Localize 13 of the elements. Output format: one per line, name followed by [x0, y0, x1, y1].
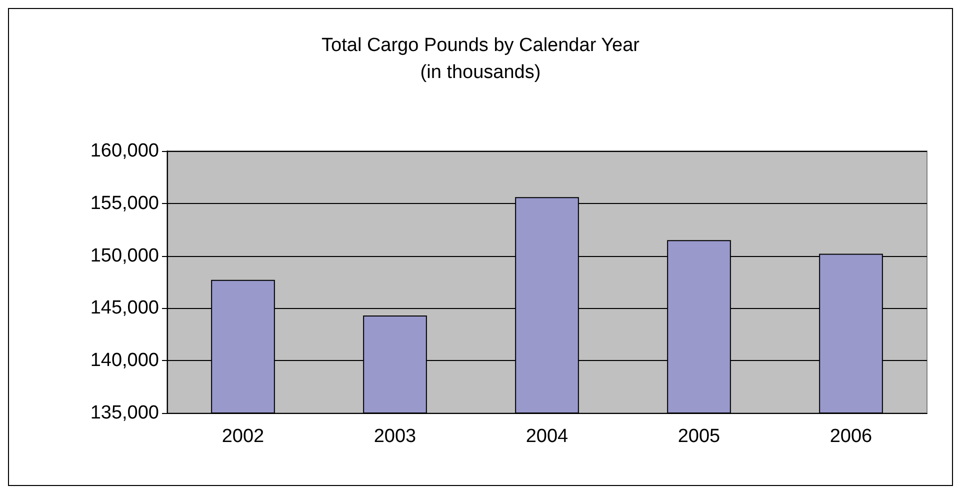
x-tick-label: 2003	[374, 426, 416, 447]
chart-title: Total Cargo Pounds by Calendar Year	[322, 35, 640, 56]
x-tick-label: 2002	[222, 426, 264, 447]
y-tick-label: 160,000	[90, 140, 159, 162]
x-tick-label: 2004	[526, 426, 569, 447]
y-tick-label: 150,000	[90, 245, 159, 266]
y-tick-label: 140,000	[90, 350, 159, 372]
chart-subtitle: (in thousands)	[420, 62, 541, 83]
x-tick-label: 2006	[830, 426, 872, 447]
y-tick-label: 135,000	[90, 402, 159, 424]
x-tick-label: 2005	[678, 426, 720, 447]
y-tick-label: 155,000	[90, 192, 159, 214]
y-tick-label: 145,000	[90, 298, 159, 319]
